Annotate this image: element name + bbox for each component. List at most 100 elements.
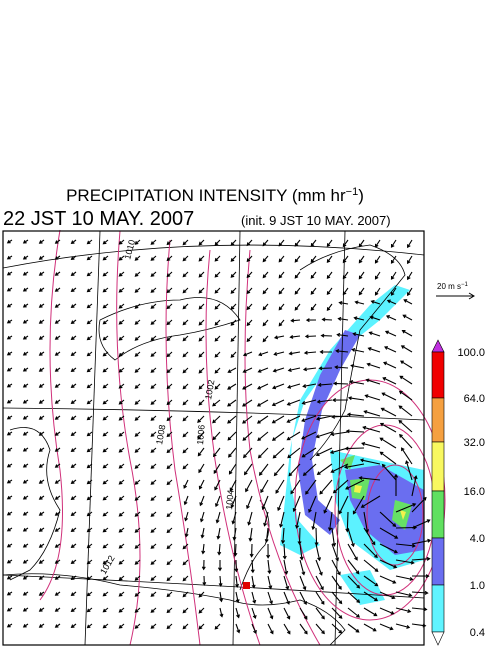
wind-field [6, 239, 432, 635]
wind-arrow [352, 495, 365, 515]
wind-arrow [38, 479, 45, 484]
wind-arrow [267, 591, 273, 605]
wind-arrow [246, 319, 253, 327]
wind-arrow [290, 479, 301, 495]
wind-arrow [256, 399, 269, 407]
wind-arrow [150, 351, 157, 357]
wind-arrow [6, 415, 13, 420]
wind-arrow [399, 360, 413, 369]
wind-arrow [102, 367, 109, 373]
wind-arrow [301, 431, 317, 440]
wind-arrow [369, 315, 381, 321]
wind-arrow [198, 271, 205, 278]
wind-arrow [54, 383, 61, 388]
wind-arrow [102, 591, 109, 597]
wind-arrow [22, 239, 29, 244]
wind-arrow [86, 511, 93, 517]
wind-arrow [166, 527, 173, 534]
wind-arrow [366, 362, 381, 369]
wind-arrow [198, 479, 205, 490]
wind-arrow [247, 511, 253, 526]
wind-arrow [118, 319, 125, 325]
wind-arrow [118, 543, 125, 549]
map-frame [2, 230, 425, 646]
wind-arrow [70, 511, 77, 517]
wind-arrow [342, 255, 349, 264]
wind-arrow [54, 399, 61, 404]
wind-arrow [246, 495, 253, 510]
wind-arrow [38, 399, 45, 404]
title-exponent: −1 [346, 186, 359, 198]
wind-arrow [379, 575, 397, 584]
wind-arrow [359, 458, 381, 465]
wind-arrow [315, 575, 324, 591]
wind-arrow [299, 575, 307, 591]
wind-arrow [54, 255, 61, 260]
wind-arrow [102, 415, 109, 421]
wind-arrow [246, 335, 253, 343]
isobar [39, 229, 63, 601]
wind-arrow [294, 239, 301, 247]
wind-arrow [331, 575, 342, 590]
wind-arrow [102, 319, 109, 325]
wind-arrow [102, 399, 109, 405]
wind-arrow [230, 495, 237, 509]
wind-arrow [198, 255, 205, 262]
wind-arrow [6, 271, 13, 276]
wind-arrow [315, 415, 333, 421]
wind-arrow [326, 255, 333, 264]
wind-arrow [54, 351, 61, 356]
wind-arrow [166, 479, 173, 486]
wind-arrow [278, 255, 285, 263]
wind-arrow [326, 303, 333, 312]
wind-arrow [38, 431, 45, 436]
wind-arrow [54, 239, 61, 244]
wind-arrow [70, 335, 77, 341]
wind-arrow [352, 332, 365, 337]
wind-arrow [6, 447, 13, 452]
wind-arrow [198, 623, 205, 630]
colorbar-label: 100.0 [457, 347, 485, 359]
wind-arrow [70, 415, 77, 421]
wind-arrow [6, 319, 13, 324]
wind-arrow [22, 607, 29, 612]
wind-arrow [363, 559, 379, 573]
wind-arrow [118, 287, 125, 293]
wind-arrow [198, 399, 205, 406]
wind-arrow [150, 255, 157, 261]
wind-arrow [200, 527, 205, 539]
wind-arrow [334, 365, 349, 370]
wind-arrow [319, 479, 333, 495]
wind-arrow [315, 607, 325, 620]
wind-arrow [70, 591, 77, 597]
wind-arrow [118, 527, 125, 533]
wind-arrow [363, 591, 379, 602]
wind-arrow [245, 479, 253, 493]
wind-arrow [315, 447, 333, 457]
wind-arrow [102, 303, 109, 309]
wind-arrow [197, 431, 205, 440]
graticule [2, 407, 425, 421]
wind-arrow [54, 415, 61, 420]
wind-arrow [411, 574, 430, 579]
wind-arrow [54, 367, 61, 372]
wind-arrow [370, 299, 381, 305]
wind-arrow [70, 479, 77, 485]
wind-arrow [262, 255, 269, 263]
wind-arrow [374, 271, 381, 280]
wind-arrow [182, 463, 189, 470]
wind-arrow [283, 591, 290, 605]
wind-arrow [395, 503, 417, 513]
wind-arrow [316, 399, 333, 404]
wind-arrow [166, 239, 173, 246]
wind-arrow [214, 287, 221, 294]
wind-arrow [70, 623, 77, 629]
wind-arrow [184, 527, 189, 538]
wind-arrow [182, 575, 189, 582]
colorbar-label: 1.0 [470, 580, 485, 592]
wind-arrow [262, 287, 269, 295]
wind-arrow [166, 607, 173, 614]
wind-arrow [182, 591, 189, 598]
wind-arrow [214, 495, 221, 508]
wind-arrow [150, 559, 157, 565]
